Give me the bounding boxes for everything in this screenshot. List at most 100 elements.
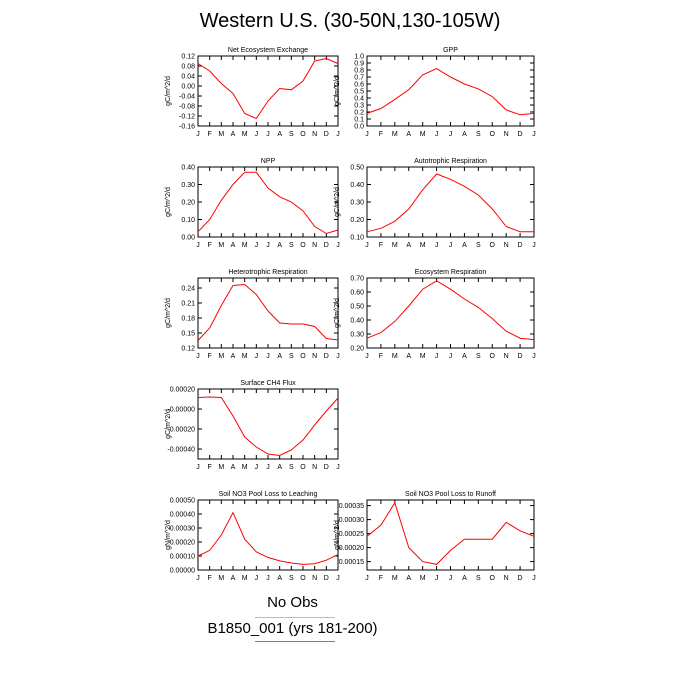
plot-frame: [197, 388, 339, 460]
x-tick-label: J: [336, 131, 340, 138]
y-tick-label: 0.9: [354, 61, 364, 68]
y-tick-label: 0.00020: [339, 545, 364, 552]
x-tick-label: A: [277, 575, 282, 582]
x-tick-label: N: [504, 575, 509, 582]
x-tick-label: D: [324, 242, 329, 249]
y-tick-label: 0.10: [181, 217, 195, 224]
x-tick-label: D: [324, 353, 329, 360]
y-tick-label: 0.7: [354, 75, 364, 82]
series-line: [197, 171, 339, 235]
y-tick-label: -0.00000: [167, 407, 195, 414]
x-tick-label: D: [324, 131, 329, 138]
y-tick-label: 0.04: [181, 74, 195, 81]
y-tick-label: -0.00020: [167, 427, 195, 434]
y-tick-label: 0.00035: [339, 503, 364, 510]
y-axis-label: gC/m^2/d: [165, 298, 172, 328]
x-tick-label: O: [300, 575, 306, 582]
x-tick-label: M: [392, 575, 398, 582]
x-tick-label: S: [476, 575, 481, 582]
x-tick-label: J: [255, 464, 259, 471]
x-tick-label: O: [490, 131, 496, 138]
x-tick-label: A: [277, 464, 282, 471]
y-tick-label: 0.50: [350, 165, 364, 172]
x-tick-label: A: [231, 353, 236, 360]
y-tick-label: 0.00: [181, 235, 195, 242]
y-tick-label: 0.00030: [339, 517, 364, 524]
y-tick-label: 0.1: [354, 117, 364, 124]
chart-panel: GPPgC/m^2/d1.00.90.80.70.60.50.40.30.20.…: [334, 47, 536, 138]
x-tick-label: O: [490, 575, 496, 582]
x-tick-label: M: [420, 353, 426, 360]
x-tick-label: J: [196, 353, 200, 360]
x-tick-label: M: [242, 575, 248, 582]
x-tick-label: A: [277, 131, 282, 138]
chart-panel: Soil NO3 Pool Loss to RunoffgN/m^2/d0.00…: [334, 491, 536, 582]
x-tick-label: J: [532, 242, 536, 249]
x-tick-label: J: [532, 575, 536, 582]
y-tick-label: 0.00010: [170, 554, 195, 561]
chart-panel: Soil NO3 Pool Loss to LeachinggN/m^2/d0.…: [165, 491, 340, 582]
y-tick-label: 0.15: [181, 331, 195, 338]
x-tick-label: J: [266, 353, 270, 360]
series-line: [366, 501, 535, 565]
x-tick-label: D: [518, 242, 523, 249]
x-tick-label: O: [300, 353, 306, 360]
x-tick-label: J: [449, 353, 453, 360]
y-axis-label: gC/m^2/d: [165, 76, 172, 106]
y-tick-label: 0.40: [181, 165, 195, 172]
y-tick-label: 0.3: [354, 103, 364, 110]
x-tick-label: J: [255, 131, 259, 138]
x-tick-label: D: [518, 353, 523, 360]
panel-title: Heterotrophic Respiration: [228, 269, 307, 276]
x-tick-label: A: [231, 575, 236, 582]
panel-title: Ecosystem Respiration: [415, 269, 487, 276]
x-tick-label: M: [218, 353, 224, 360]
x-tick-label: J: [532, 131, 536, 138]
y-tick-label: 0.50: [350, 304, 364, 311]
x-tick-label: F: [208, 575, 212, 582]
x-tick-label: M: [420, 575, 426, 582]
y-axis-label: gC/m^2/d: [165, 409, 172, 439]
y-tick-label: 0.6: [354, 82, 364, 89]
legend-model-label: B1850_001 (yrs 181-200): [207, 620, 378, 637]
x-tick-label: J: [435, 131, 439, 138]
plot-frame: [366, 166, 535, 238]
series-line: [197, 511, 339, 565]
x-tick-label: M: [218, 242, 224, 249]
x-tick-label: A: [406, 575, 411, 582]
panel-title: Soil NO3 Pool Loss to Runoff: [405, 491, 496, 498]
plot-frame: [197, 277, 339, 349]
legend-obs-label: No Obs: [267, 594, 318, 611]
y-tick-label: 0.8: [354, 68, 364, 75]
x-tick-label: N: [504, 242, 509, 249]
y-tick-label: 0.70: [350, 276, 364, 283]
y-tick-label: 0.20: [350, 217, 364, 224]
y-tick-label: 0.20: [350, 346, 364, 353]
x-tick-label: M: [392, 242, 398, 249]
x-tick-label: M: [392, 131, 398, 138]
panel-title: GPP: [443, 47, 458, 54]
x-tick-label: F: [208, 353, 212, 360]
y-axis-label: gN/m^2/d: [165, 520, 172, 550]
x-tick-label: O: [300, 464, 306, 471]
x-tick-label: J: [435, 242, 439, 249]
x-tick-label: J: [435, 353, 439, 360]
y-tick-label: 0.20: [181, 200, 195, 207]
plot-frame: [366, 55, 535, 127]
y-axis-label: gC/m^2/d: [334, 76, 341, 106]
x-tick-label: J: [255, 242, 259, 249]
x-tick-label: O: [300, 242, 306, 249]
chart-panel: Autotrophic Respiration gC/m^2/d 0.50 0.40 0…: [334, 158, 536, 249]
y-tick-label: 0.00015: [339, 559, 364, 566]
x-tick-label: M: [420, 131, 426, 138]
x-tick-label: S: [289, 353, 294, 360]
y-tick-label: 0.0: [354, 124, 364, 131]
x-tick-label: M: [218, 464, 224, 471]
chart-panel: Net Ecosystem Exchange gC/m^2/d 0.12 0.08 0.…: [165, 47, 340, 138]
x-tick-label: J: [196, 242, 200, 249]
x-tick-label: A: [406, 353, 411, 360]
y-axis-label: gC/m^2/d: [334, 298, 341, 328]
y-tick-label: 0.5: [354, 89, 364, 96]
x-tick-label: O: [490, 353, 496, 360]
